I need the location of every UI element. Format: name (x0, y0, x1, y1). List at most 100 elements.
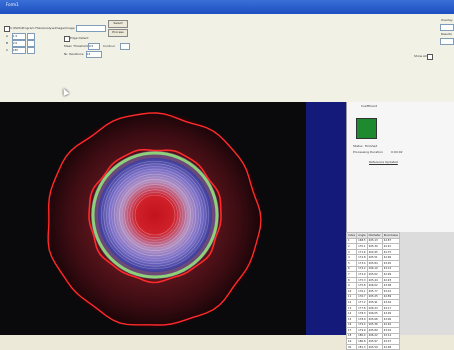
table-row[interactable]: 14 178.3 206.05 43.09 (345, 310, 400, 317)
spin-input-c[interactable]: 150 (12, 47, 26, 54)
iterations-label: Nr. Iterations (64, 52, 84, 56)
contour-label: Contour (103, 44, 115, 48)
reference-link[interactable]: Reference Updated (369, 160, 398, 164)
reflection-ring (108, 168, 202, 262)
reflection-ring (113, 173, 197, 257)
table-cell: 43.12 (381, 265, 400, 273)
image-viewer[interactable] (0, 102, 306, 335)
table-cell: 43.17 (381, 304, 400, 312)
overlay-label: Overlay (441, 18, 453, 22)
duration-value: 0:00:02 (391, 150, 403, 154)
reflection-ring (111, 171, 199, 259)
table-cell: 172.8 (356, 254, 368, 261)
table-row[interactable]: 1 168.5 205.13 42.87 (345, 237, 400, 245)
contour-input[interactable] (120, 43, 130, 50)
table-cell: 175.8 (356, 282, 368, 289)
inner-contour (88, 148, 222, 284)
spin-label-c: C (6, 48, 9, 52)
table-cell: 42.96 (381, 254, 400, 261)
table-cell: 43.05 (381, 260, 400, 267)
table-row[interactable]: 20 181.3 205.59 42.98 (345, 343, 400, 350)
table-row[interactable]: 17 179.9 205.80 43.02 (345, 327, 400, 334)
table-row[interactable]: 12 177.2 205.91 43.04 (345, 299, 400, 306)
table-cell: 181.3 (356, 343, 368, 350)
mean-threshold-label: Mean Threshold (64, 44, 88, 48)
reflection-ring (119, 179, 191, 251)
table-cell: 176.7 (356, 293, 368, 301)
spin-label-b: B (6, 41, 9, 45)
table-row[interactable]: 15 178.9 205.68 43.00 (345, 315, 400, 323)
mouse-cursor-icon (60, 87, 70, 96)
spin-value-c2[interactable] (27, 47, 35, 54)
inner-band (91, 151, 219, 279)
table-row[interactable]: 8 175.3 205.44 42.93 (345, 276, 400, 284)
table-row[interactable]: 6 174.2 206.10 43.12 (345, 265, 400, 273)
duration-label: Processing Duration (353, 150, 384, 154)
table-cell: 176.1 (356, 287, 368, 295)
table-cell: 179.4 (356, 321, 368, 329)
spin-value-b2[interactable] (27, 40, 35, 47)
table-cell: 20 (345, 343, 358, 350)
table-cell: 178.9 (356, 315, 368, 323)
process-button[interactable]: Process (108, 29, 128, 37)
reflection-ring (116, 176, 194, 254)
table-cell: 174.2 (356, 265, 368, 273)
show-all-checkbox[interactable] (427, 54, 433, 60)
window-titlebar: Form1 (0, 0, 454, 14)
reflection-ring (129, 189, 181, 241)
overlay-select[interactable] (440, 24, 454, 31)
results-select[interactable] (440, 38, 454, 45)
window-title: Form1 (6, 2, 19, 7)
table-row[interactable]: 5 173.4 205.84 43.05 (345, 260, 400, 267)
table-cell: 175.3 (356, 276, 368, 284)
reflection-ring (124, 184, 186, 246)
iterations-input[interactable]: 15 (86, 51, 102, 58)
reflection-ring (103, 163, 207, 267)
coefficient-header: Coefficient (361, 104, 378, 108)
table-cell: 42.98 (381, 343, 400, 350)
pupil-image (45, 112, 262, 328)
table-row[interactable]: 16 179.4 205.36 42.92 (345, 321, 400, 329)
table-cell: 177.2 (356, 299, 368, 306)
reflection-ring (121, 181, 189, 249)
results-table-area: Index Angle Diameter Roundness 1 168.5 205.13… (345, 232, 454, 350)
edge-detect-label: Edge Detect (70, 36, 89, 40)
table-cell: 43.01 (381, 287, 400, 295)
path-checkbox[interactable] (4, 26, 10, 32)
edge-detect-checkbox[interactable] (64, 36, 70, 42)
table-row[interactable]: 4 172.8 205.51 42.96 (345, 254, 400, 261)
spin-input-b[interactable]: 2.0 (12, 40, 26, 47)
table-row[interactable]: 13 177.8 206.33 43.17 (345, 304, 400, 312)
reflection-ring (132, 192, 178, 238)
reflection-ring (100, 160, 210, 270)
table-row[interactable]: 10 176.1 205.77 43.01 (345, 287, 400, 295)
status-label: Status (353, 144, 363, 148)
results-table: Index Angle Diameter Roundness 1 168.5 205.13… (345, 232, 400, 350)
spin-label-a: A (6, 34, 9, 38)
table-cell: 43.04 (381, 299, 400, 306)
table-row[interactable]: 11 176.7 205.25 42.89 (345, 293, 400, 301)
path-input[interactable] (76, 25, 106, 32)
table-cell: 177.8 (356, 304, 368, 312)
reflection-ring (134, 194, 176, 236)
table-cell: 178.3 (356, 310, 368, 317)
table-cell: 173.4 (356, 260, 368, 267)
scroll-region[interactable] (306, 102, 346, 335)
spin-value-a2[interactable] (27, 33, 35, 40)
table-cell: 42.93 (381, 276, 400, 284)
mean-threshold-input[interactable]: 0.5 (88, 43, 100, 50)
show-all-label: Show All (414, 54, 427, 58)
table-cell: 43.08 (381, 282, 400, 289)
table-cell: 205.59 (366, 343, 383, 350)
table-row[interactable]: 7 174.9 205.62 42.99 (345, 271, 400, 278)
select-button[interactable]: Select (108, 20, 128, 28)
spin-input-a[interactable]: 1.5 (12, 33, 26, 40)
outer-contour (47, 112, 262, 326)
reflection-streaks (100, 160, 210, 270)
pupil-region (98, 158, 212, 272)
table-cell: 42.92 (381, 321, 400, 329)
table-cell: 42.89 (381, 293, 400, 301)
table-row[interactable]: 9 175.8 206.02 43.08 (345, 282, 400, 289)
results-label: Results (441, 32, 452, 36)
table-cell: 174.9 (356, 271, 368, 278)
